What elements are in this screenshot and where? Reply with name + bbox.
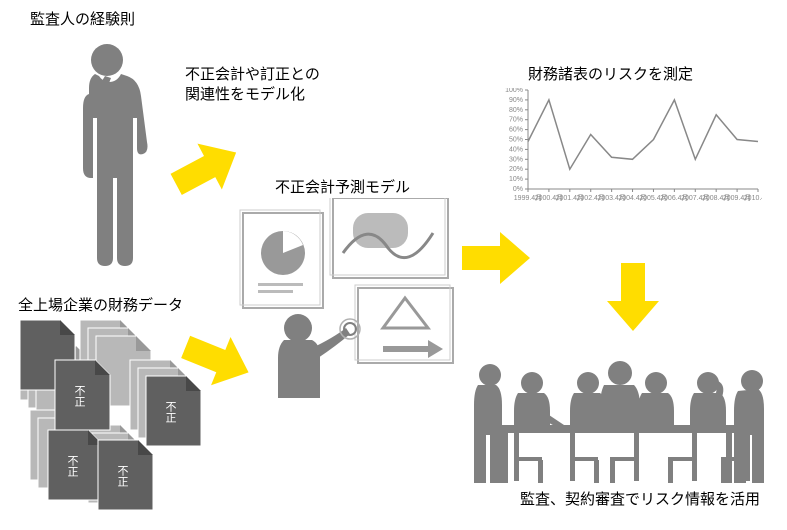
auditor-icon — [63, 38, 153, 268]
svg-text:90%: 90% — [509, 97, 523, 104]
doc-fraud-label-4: 不正 — [116, 465, 127, 487]
label-utilize: 監査、契約審査でリスク情報を活用 — [520, 490, 760, 510]
svg-text:70%: 70% — [509, 117, 523, 124]
doc-fraud-label-3: 不正 — [66, 455, 77, 477]
svg-text:80%: 80% — [509, 107, 523, 114]
svg-text:2010.4月: 2010.4月 — [744, 194, 762, 202]
label-modeling: 不正会計や訂正との 関連性をモデル化 — [185, 65, 320, 106]
arrow-4 — [603, 263, 663, 333]
doc-fraud-label-1: 不正 — [73, 385, 84, 407]
label-model: 不正会計予測モデル — [275, 178, 410, 198]
svg-text:30%: 30% — [509, 156, 523, 163]
label-financial-data: 全上場企業の財務データ — [18, 296, 183, 316]
svg-text:10%: 10% — [509, 176, 523, 183]
risk-chart: 0%10%20%30%40%50%60%70%80%90%100%1999.4月… — [500, 88, 762, 203]
svg-text:40%: 40% — [509, 146, 523, 153]
label-auditor: 監査人の経験則 — [30, 10, 135, 30]
svg-text:60%: 60% — [509, 127, 523, 134]
analyst-icon — [238, 198, 463, 403]
arrow-3 — [462, 228, 532, 288]
svg-text:100%: 100% — [505, 88, 523, 94]
doc-fraud-label-2: 不正 — [164, 401, 175, 423]
svg-text:50%: 50% — [509, 137, 523, 144]
meeting-icon — [460, 335, 775, 490]
diagram-stage: 監査人の経験則 不正会計や訂正との 関連性をモデル化 全上場企業の財務データ 不… — [0, 0, 787, 530]
svg-text:0%: 0% — [513, 186, 523, 193]
svg-text:20%: 20% — [509, 166, 523, 173]
label-risk-measure: 財務諸表のリスクを測定 — [528, 65, 693, 85]
documents-icon — [20, 320, 205, 515]
